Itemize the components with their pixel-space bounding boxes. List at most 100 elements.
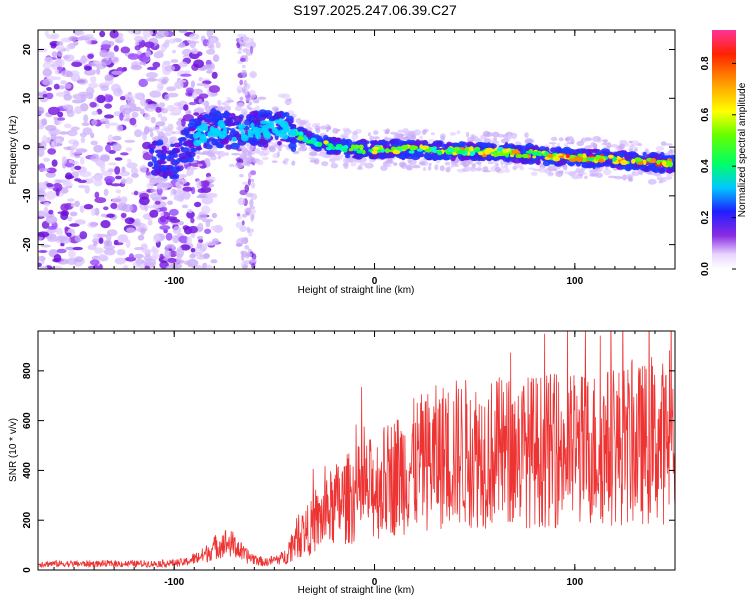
spectrogram-noise-blob xyxy=(45,124,57,132)
spectrogram-noise-blob xyxy=(46,92,54,100)
spectrogram-noise-blob xyxy=(206,49,216,55)
spectrogram-halo-blob xyxy=(512,133,517,140)
spectrogram-noise-blob xyxy=(99,118,110,124)
spectrogram-noise-blob xyxy=(108,149,116,154)
spectrogram-core-blob xyxy=(637,158,644,162)
spectrogram-noise-blob xyxy=(106,213,115,218)
spectrogram-noise-blob xyxy=(112,135,122,141)
spectrogram-track-blob xyxy=(418,150,424,158)
spectrogram-halo-blob xyxy=(210,92,219,97)
spectrogram-halo-blob xyxy=(579,172,588,175)
spectrogram-noise-blob xyxy=(46,87,52,91)
spectrogram-noise-blob xyxy=(150,116,156,124)
spectrogram-noise-blob xyxy=(169,208,179,216)
spectrogram-halo-blob xyxy=(550,136,558,142)
spectrogram-x-tick-label: 100 xyxy=(566,276,583,287)
spectrogram-noise-blob xyxy=(173,81,184,89)
spectrogram-core-blob xyxy=(291,128,297,134)
spectrogram-track-blob xyxy=(289,138,299,143)
spectrogram-halo-blob xyxy=(248,106,252,111)
spectrogram-noise-blob xyxy=(104,114,114,119)
spectrogram-noise-blob xyxy=(38,124,45,130)
spectrogram-noise-blob xyxy=(156,50,165,54)
spectrogram-halo-blob xyxy=(628,177,634,182)
spectrogram-halo-blob xyxy=(632,170,636,175)
spectrogram-halo-blob xyxy=(456,130,461,135)
spectrogram-core-blob xyxy=(599,155,605,159)
spectrogram-noise-blob xyxy=(107,122,119,126)
spectrogram-halo-blob xyxy=(445,167,451,173)
spectrogram-noise-blob xyxy=(190,80,195,88)
spectrogram-noise-blob xyxy=(107,168,115,173)
spectrogram-halo-blob xyxy=(343,162,349,169)
spectrogram-halo-blob xyxy=(369,135,375,140)
spectrogram-halo-blob xyxy=(669,148,673,153)
spectrogram-halo-blob xyxy=(563,142,569,147)
spectrogram-noise-blob xyxy=(105,144,111,153)
spectrogram-halo-blob xyxy=(309,159,317,163)
spectrogram-noise-blob xyxy=(71,61,83,67)
spectrogram-track-blob xyxy=(442,153,450,161)
spectrogram-noise-blob xyxy=(164,65,176,72)
spectrogram-halo-blob xyxy=(567,136,574,141)
spectrogram-noise-blob xyxy=(186,258,199,267)
spectrogram-track-blob xyxy=(510,144,516,148)
spectrogram-core-blob xyxy=(335,146,340,150)
spectrogram-noise-blob xyxy=(65,71,73,78)
spectrogram-noise-blob xyxy=(38,262,42,268)
spectrogram-track-blob xyxy=(379,153,389,159)
spectrogram-noise-blob xyxy=(175,248,185,258)
spectrogram-noise-blob xyxy=(63,93,72,101)
spectrogram-track-blob xyxy=(233,115,243,123)
spectrogram-noise-blob xyxy=(38,106,45,115)
spectrogram-noise-blob xyxy=(38,191,47,198)
spectrogram-noise-blob xyxy=(49,249,58,256)
spectrogram-noise-blob xyxy=(237,33,245,37)
spectrogram-halo-blob xyxy=(196,155,200,160)
spectrogram-halo-blob xyxy=(494,166,501,173)
spectrogram-noise-blob xyxy=(106,51,115,58)
spectrogram-noise-blob xyxy=(154,200,161,205)
spectrogram-noise-blob xyxy=(186,236,192,245)
spectrogram-core-blob xyxy=(532,155,537,159)
spectrogram-noise-blob xyxy=(241,237,249,244)
spectrogram-halo-blob xyxy=(228,163,235,168)
spectrogram-noise-blob xyxy=(100,85,109,92)
spectrogram-core-blob xyxy=(522,153,529,159)
spectrogram-halo-blob xyxy=(562,164,568,171)
spectrogram-halo-blob xyxy=(430,132,435,136)
snr-y-tick-label: 0 xyxy=(22,567,33,573)
spectrogram-halo-blob xyxy=(200,107,205,114)
spectrogram-noise-blob xyxy=(60,203,70,212)
spectrogram-halo-blob xyxy=(297,143,307,147)
spectrogram-core-blob xyxy=(199,133,207,140)
spectrogram-halo-blob xyxy=(444,161,451,166)
spectrogram-core-blob xyxy=(196,125,205,132)
spectrogram-noise-blob xyxy=(204,228,212,234)
spectrogram-halo-blob xyxy=(327,154,331,158)
spectrogram-noise-blob xyxy=(206,70,213,74)
spectrogram-halo-blob xyxy=(471,163,477,168)
spectrogram-track-blob xyxy=(184,151,190,155)
spectrogram-halo-blob xyxy=(163,182,173,189)
spectrogram-halo-blob xyxy=(257,96,267,100)
spectrogram-halo-blob xyxy=(242,160,249,166)
spectrogram-halo-blob xyxy=(496,133,505,138)
spectrogram-noise-blob xyxy=(139,196,150,206)
spectrogram-track-blob xyxy=(336,137,341,143)
spectrogram-noise-blob xyxy=(194,201,202,208)
spectrogram-noise-blob xyxy=(45,171,56,178)
spectrogram-noise-blob xyxy=(89,101,97,108)
spectrogram-halo-blob xyxy=(597,137,601,142)
spectrogram-noise-blob xyxy=(94,207,100,216)
spectrogram-track-blob xyxy=(410,142,417,146)
spectrogram-noise-blob xyxy=(89,40,98,45)
spectrogram-noise-blob xyxy=(56,41,64,46)
spectrogram-core-blob xyxy=(204,126,209,132)
spectrogram-noise-blob xyxy=(104,103,112,109)
spectrogram-track-blob xyxy=(156,159,164,164)
spectrogram-halo-blob xyxy=(197,106,202,113)
spectrogram-track-blob xyxy=(332,137,337,144)
spectrogram-core-blob xyxy=(247,130,254,138)
spectrogram-noise-blob xyxy=(147,219,153,226)
